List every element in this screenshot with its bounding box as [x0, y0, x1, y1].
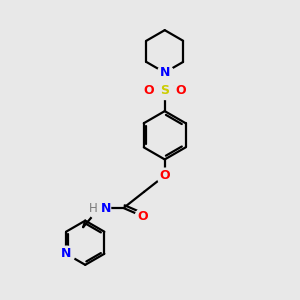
Text: S: S	[160, 84, 169, 97]
Text: O: O	[143, 84, 154, 97]
Text: N: N	[101, 202, 111, 214]
Text: N: N	[61, 247, 71, 260]
Text: H: H	[89, 202, 98, 214]
Text: O: O	[159, 169, 170, 182]
Text: N: N	[160, 66, 170, 79]
Text: O: O	[176, 84, 186, 97]
Text: O: O	[137, 210, 148, 223]
